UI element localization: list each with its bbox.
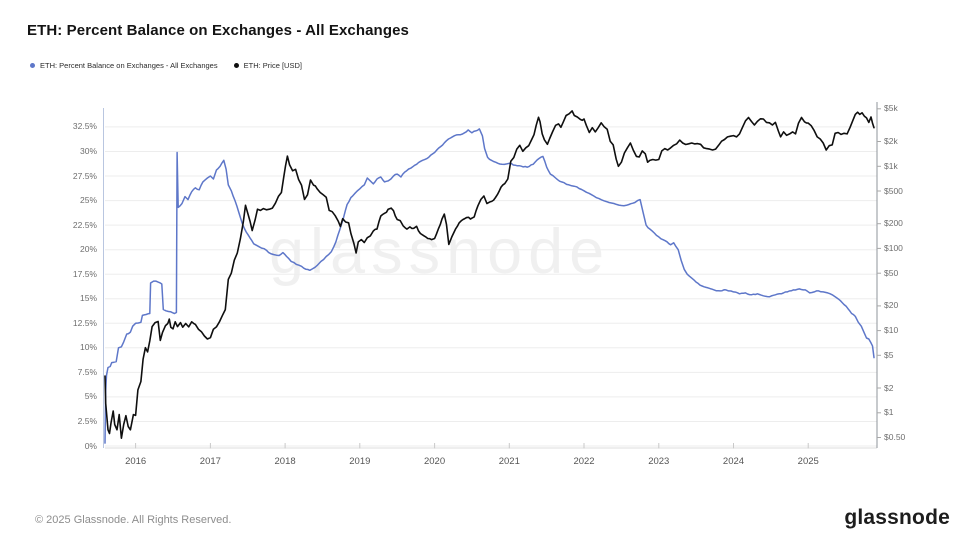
y-left-tick-label: 17.5% [72,268,97,279]
y-left-tick-label: 27.5% [72,170,97,181]
y-left-tick-label: 32.5% [72,121,97,132]
x-year-tick-label: 2021 [498,456,520,467]
y-right-tick-label: $200 [884,218,903,229]
y-right-tick-label: $500 [884,185,903,196]
chart-legend: ETH: Percent Balance on Exchanges - All … [30,61,302,70]
y-left-tick-label: 5% [84,391,97,402]
x-year-tick-label: 2018 [274,456,296,467]
page-title: ETH: Percent Balance on Exchanges - All … [27,22,409,39]
glassnode-logo[interactable]: glassnode [844,506,950,529]
y-left-tick-label: 7.5% [77,366,97,377]
x-year-tick-label: 2024 [722,456,745,467]
x-year-tick-label: 2022 [573,456,595,467]
legend-label-price: ETH: Price [USD] [243,61,302,70]
y-left-tick-label: 10% [79,342,97,353]
y-right-tick-label: $5 [884,349,894,360]
copyright-text: © 2025 Glassnode. All Rights Reserved. [35,514,232,526]
y-left-tick-label: 2.5% [77,415,97,426]
legend-item-balance[interactable]: ETH: Percent Balance on Exchanges - All … [30,61,218,70]
x-year-tick-label: 2016 [125,456,147,467]
legend-dot-price-icon [233,63,239,68]
legend-item-price[interactable]: ETH: Price [USD] [233,61,302,70]
y-right-tick-label: $1k [884,160,898,171]
y-left-tick-label: 22.5% [72,219,97,230]
y-left-tick-label: 12.5% [72,317,97,328]
x-year-tick-label: 2017 [199,456,221,467]
legend-dot-balance-icon [30,63,35,68]
y-right-tick-label: $10 [884,325,899,336]
y-right-tick-label: $20 [884,300,899,311]
y-right-tick-label: $50 [884,267,899,278]
y-right-tick-label: $2 [884,382,894,393]
y-right-tick-label: $2k [884,136,898,147]
y-left-tick-label: 25% [79,195,97,206]
y-right-tick-label: $1 [884,407,894,418]
legend-label-balance: ETH: Percent Balance on Exchanges - All … [40,61,218,70]
x-year-tick-label: 2025 [797,456,819,467]
y-right-tick-label: $5k [884,103,898,114]
x-year-tick-label: 2023 [648,456,670,467]
y-right-tick-label: $100 [884,242,903,253]
x-year-tick-label: 2019 [349,456,371,467]
x-year-tick-label: 2020 [423,456,446,467]
y-left-tick-label: 15% [79,293,97,304]
y-left-tick-label: 20% [79,244,97,255]
y-left-tick-label: 30% [79,145,97,156]
y-left-tick-label: 0% [84,440,97,451]
y-right-tick-label: $0.50 [884,431,906,442]
